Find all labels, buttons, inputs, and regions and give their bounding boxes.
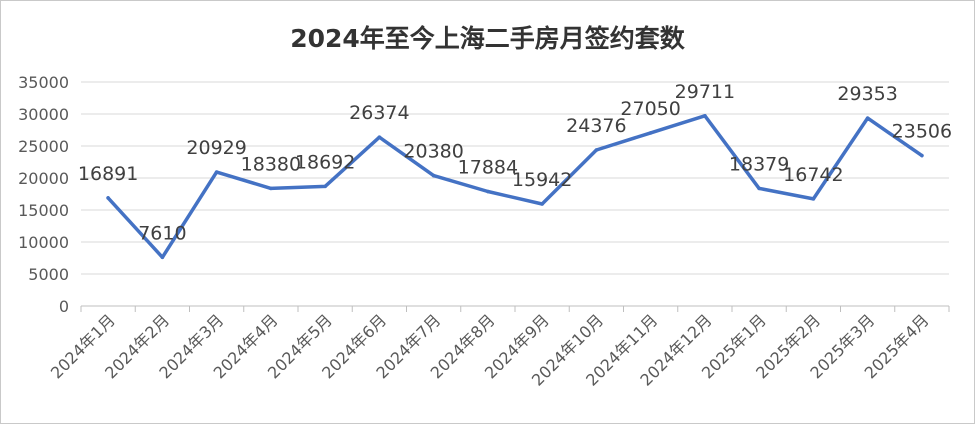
data-label: 16742 [783,164,843,186]
y-tick-label: 30000 [18,105,69,124]
y-tick-label: 15000 [18,201,69,220]
y-tick-label: 5000 [28,265,69,284]
data-point [269,186,273,191]
data-point [540,202,544,206]
data-label: 18692 [295,151,355,173]
data-label: 24376 [566,115,626,137]
data-label: 7610 [138,222,186,244]
data-point [486,189,490,194]
data-point [920,153,924,158]
data-label: 20380 [403,141,463,163]
data-label: 15942 [512,169,572,191]
data-point [594,148,599,152]
data-label: 18380 [241,153,301,175]
data-point [431,173,436,178]
y-tick-label: 0 [59,297,69,316]
data-point [757,186,761,191]
y-tick-label: 20000 [18,169,69,188]
data-label: 18379 [729,153,789,175]
data-point [703,114,707,118]
data-point [214,170,219,174]
data-label: 29711 [675,81,735,103]
y-tick-label: 10000 [18,233,69,252]
y-tick-label: 35000 [18,73,69,92]
data-point [160,255,165,260]
data-point [811,197,816,201]
data-point [106,196,110,200]
data-point [323,184,327,189]
data-label: 23506 [892,121,952,143]
data-point [377,135,382,140]
data-label: 20929 [186,137,246,159]
data-point [648,131,653,135]
data-point [865,116,870,120]
data-label: 17884 [458,157,518,179]
chart-title: 2024年至今上海二手房月签约套数 [290,24,685,53]
data-label: 26374 [349,102,409,124]
data-label: 16891 [78,163,138,185]
data-label: 27050 [620,98,680,120]
data-label: 29353 [837,83,897,105]
series-line [106,114,924,260]
y-tick-label: 25000 [18,137,69,156]
